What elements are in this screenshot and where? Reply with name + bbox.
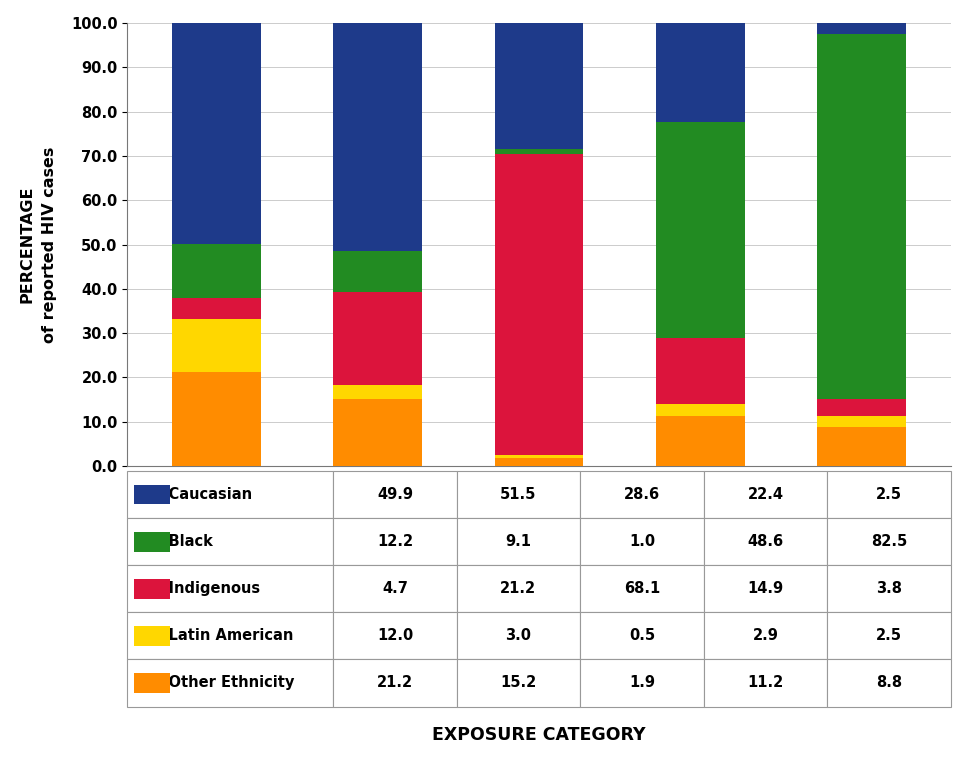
- Bar: [333, 386, 422, 399]
- Bar: [656, 416, 745, 466]
- Bar: [495, 22, 583, 149]
- Bar: [134, 626, 171, 646]
- Bar: [333, 23, 422, 251]
- Bar: [817, 34, 906, 399]
- Bar: [172, 372, 261, 466]
- Bar: [817, 22, 906, 34]
- Bar: [495, 455, 583, 457]
- Y-axis label: PERCENTAGE
of reported HIV cases: PERCENTAGE of reported HIV cases: [20, 146, 57, 343]
- Bar: [172, 23, 261, 244]
- Text: EXPOSURE CATEGORY: EXPOSURE CATEGORY: [432, 726, 646, 744]
- Bar: [172, 319, 261, 372]
- Bar: [656, 404, 745, 416]
- Bar: [134, 579, 171, 599]
- Bar: [134, 673, 171, 693]
- Bar: [817, 416, 906, 427]
- Bar: [495, 154, 583, 455]
- Bar: [333, 291, 422, 386]
- Bar: [656, 23, 745, 122]
- Bar: [817, 427, 906, 466]
- Bar: [817, 399, 906, 416]
- Bar: [656, 337, 745, 404]
- Bar: [495, 149, 583, 154]
- Bar: [495, 457, 583, 466]
- Bar: [333, 251, 422, 291]
- Bar: [172, 298, 261, 319]
- Bar: [333, 399, 422, 466]
- Bar: [134, 532, 171, 552]
- Bar: [134, 485, 171, 504]
- Bar: [172, 244, 261, 298]
- Bar: [656, 122, 745, 337]
